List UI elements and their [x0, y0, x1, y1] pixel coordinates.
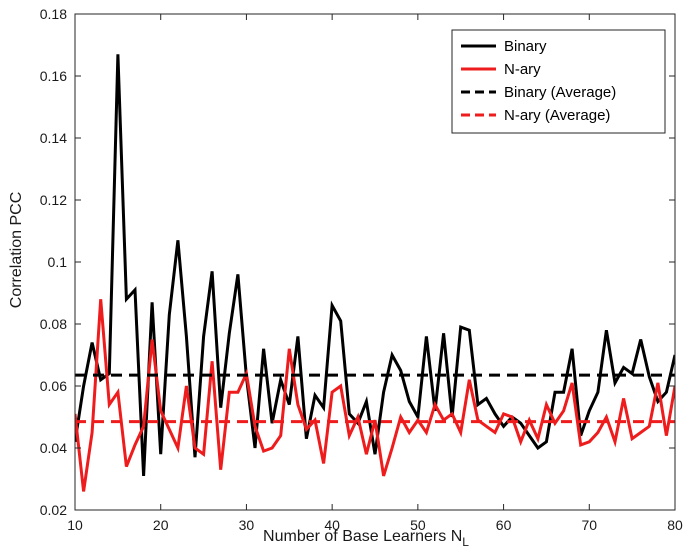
- y-tick-label: 0.1: [48, 254, 68, 270]
- x-axis-title: Number of Base Learners NL: [263, 528, 469, 549]
- x-tick-label: 60: [496, 517, 512, 533]
- series-line-binary: [75, 54, 675, 476]
- x-tick-label: 80: [667, 517, 683, 533]
- x-tick-label: 30: [239, 517, 255, 533]
- series-layer: [75, 54, 675, 492]
- y-tick-label: 0.16: [40, 68, 67, 84]
- axes-layer: 10 20 30 40 50 60 70 80 0.02 0.04 0.06 0.08 0.1 0.12 0…: [40, 6, 683, 533]
- legend: Binary N-ary Binary (Average) N-ary (Averag…: [451, 29, 666, 134]
- x-tick-label: 40: [324, 517, 340, 533]
- y-tick-label: 0.08: [40, 316, 67, 332]
- y-tick-label: 0.04: [40, 440, 67, 456]
- legend-label-binary: Binary: [504, 38, 547, 55]
- legend-label-binary-average: Binary (Average): [504, 84, 616, 101]
- x-tick-label: 20: [153, 517, 169, 533]
- series-line-n-ary: [75, 299, 675, 492]
- y-tick-label: 0.18: [40, 6, 67, 22]
- legend-label-n-ary-average: N-ary (Average): [504, 107, 610, 124]
- y-tick-label: 0.12: [40, 192, 67, 208]
- x-tick-label: 50: [410, 517, 426, 533]
- y-tick-label: 0.14: [40, 130, 67, 146]
- y-axis-title: Correlation PCC: [8, 192, 25, 308]
- y-tick-label: 0.02: [40, 502, 67, 518]
- x-tick-label: 10: [67, 517, 83, 533]
- x-tick-label: 70: [581, 517, 597, 533]
- y-tick-label: 0.06: [40, 378, 67, 394]
- legend-label-n-ary: N-ary: [504, 61, 541, 78]
